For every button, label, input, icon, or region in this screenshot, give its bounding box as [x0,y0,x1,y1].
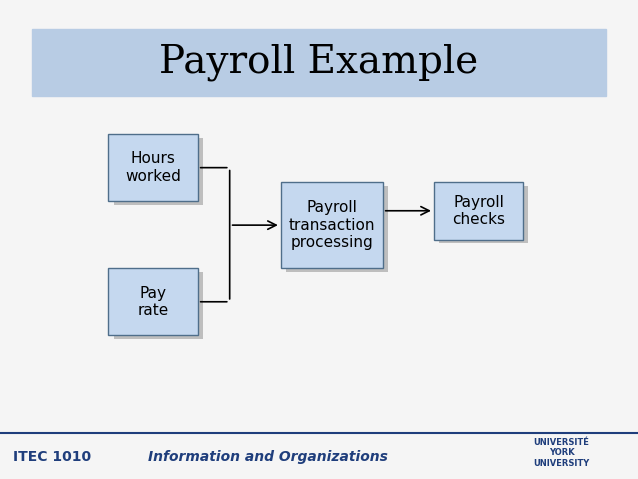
FancyBboxPatch shape [114,138,203,205]
FancyBboxPatch shape [434,182,523,240]
Text: Payroll
checks: Payroll checks [452,194,505,227]
Text: UNIVERSITÉ
YORK
UNIVERSITY: UNIVERSITÉ YORK UNIVERSITY [533,438,590,468]
FancyBboxPatch shape [108,268,198,335]
FancyBboxPatch shape [286,186,388,272]
Text: Payroll
transaction
processing: Payroll transaction processing [288,200,375,250]
Text: Pay
rate: Pay rate [138,285,168,318]
FancyBboxPatch shape [439,186,528,243]
FancyBboxPatch shape [281,182,383,268]
FancyBboxPatch shape [32,29,606,96]
Text: Information and Organizations: Information and Organizations [148,450,388,465]
Text: Hours
worked: Hours worked [125,151,181,184]
FancyBboxPatch shape [114,272,203,339]
FancyBboxPatch shape [108,134,198,201]
Text: ITEC 1010: ITEC 1010 [13,450,91,465]
Text: Payroll Example: Payroll Example [160,44,478,81]
